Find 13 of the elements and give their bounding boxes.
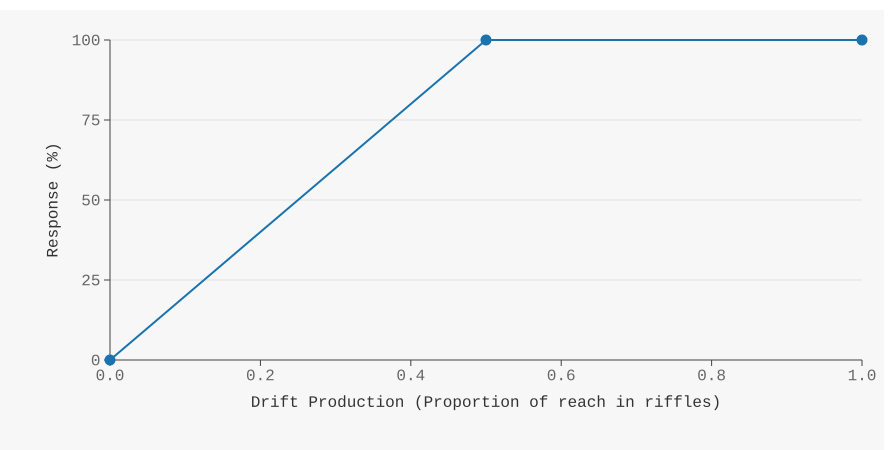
y-tick-label: 25: [82, 274, 100, 286]
y-axis-title: Response (%): [46, 145, 61, 256]
x-tick-label: 0.8: [698, 370, 725, 380]
x-tick-label: 1.0: [848, 370, 876, 380]
y-tick-label: 75: [82, 114, 100, 126]
x-axis-title: Drift Production (Proportion of reach in riffles): [252, 395, 718, 410]
y-tick-label: 50: [82, 194, 100, 206]
x-tick-label: 0.0: [96, 370, 124, 380]
x-tick-label: 0.6: [548, 370, 575, 380]
y-tick-label: 0: [92, 354, 100, 366]
x-tick-label: 0.2: [246, 370, 274, 380]
y-tick-label: 100: [72, 34, 100, 46]
x-tick-label: 0.4: [397, 370, 424, 380]
